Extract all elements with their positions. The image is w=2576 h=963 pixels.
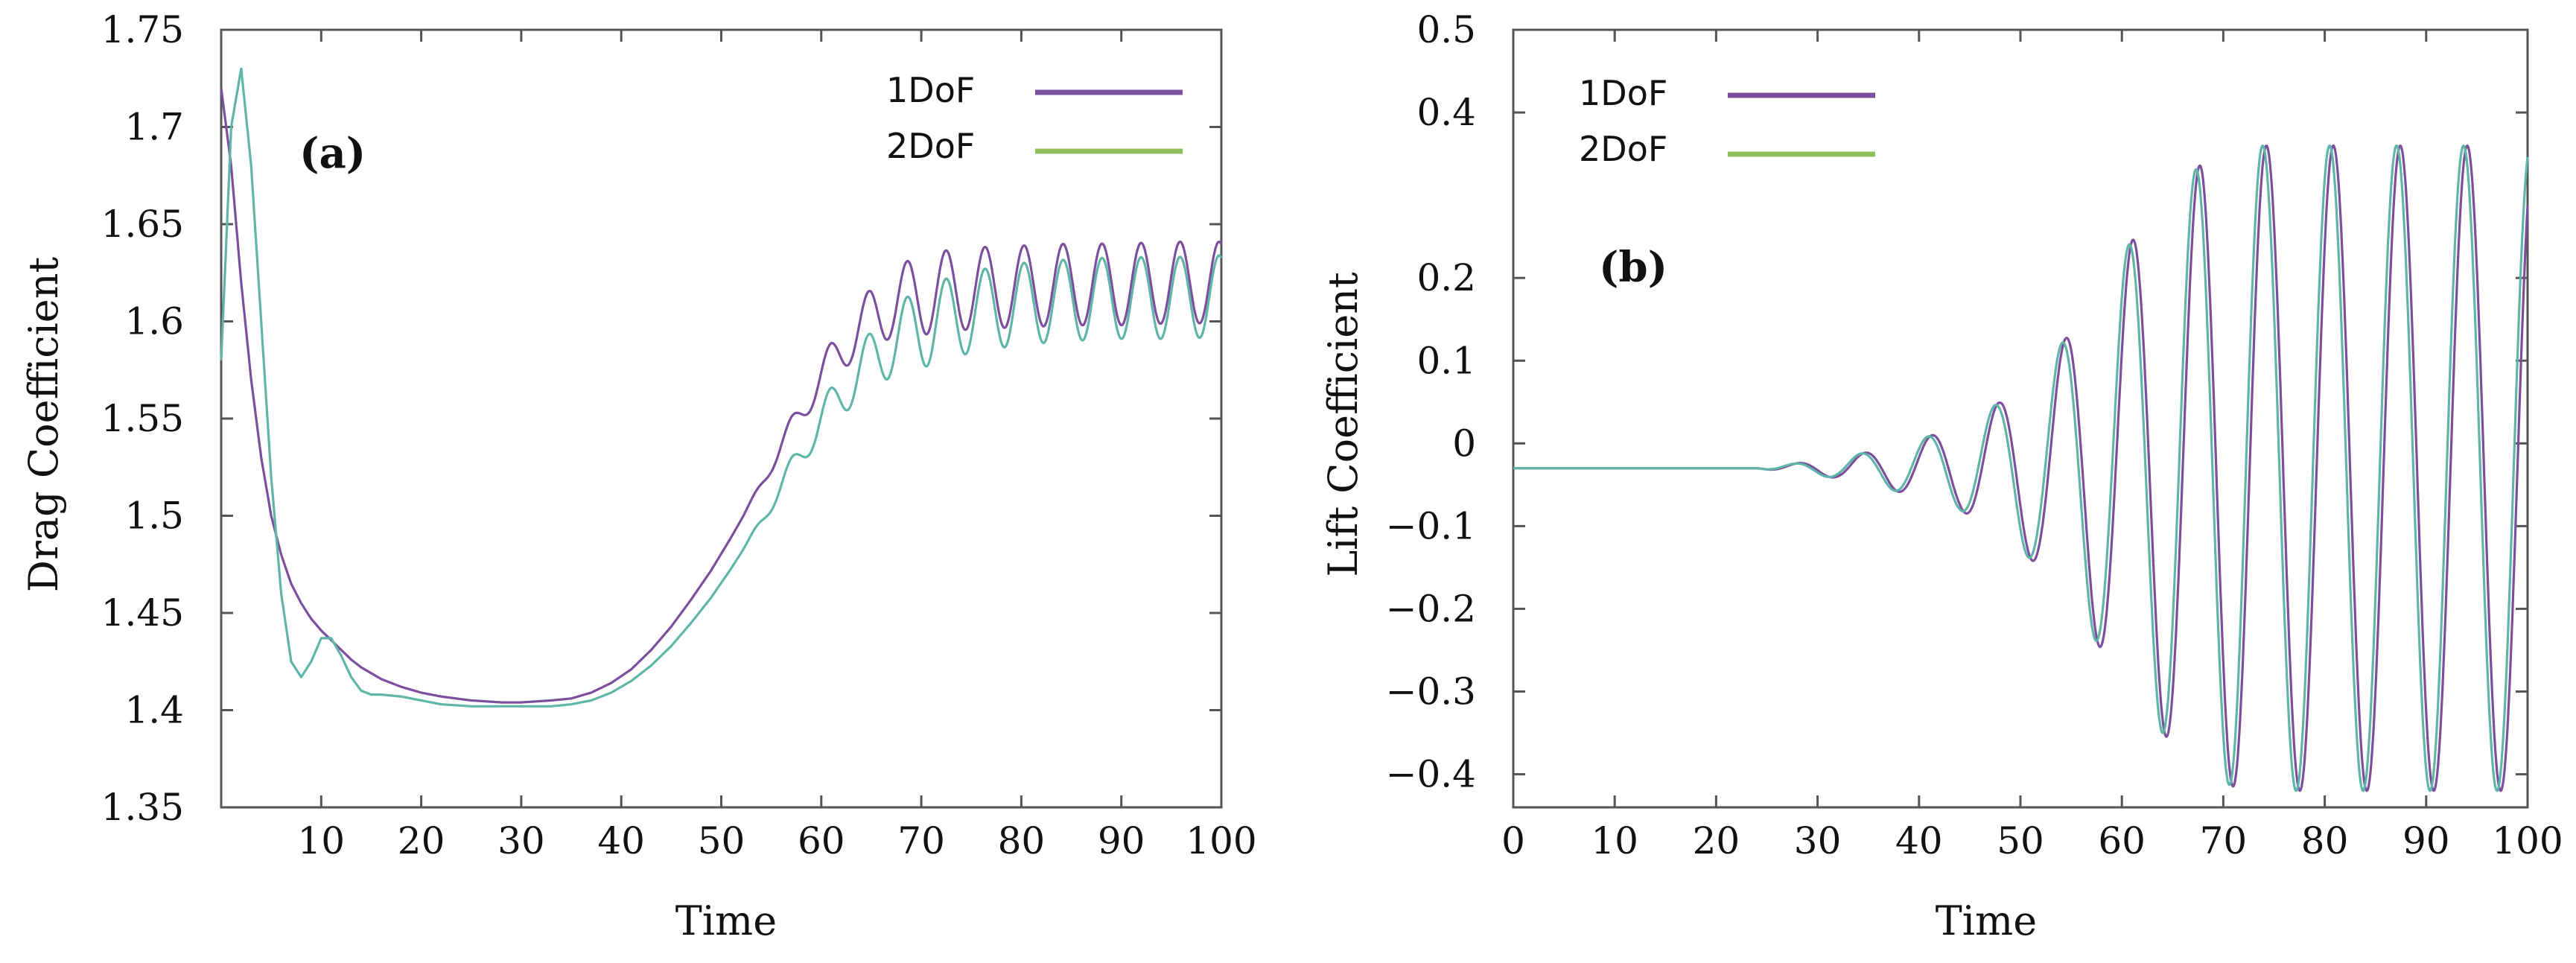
y-tick-label: 0.4 (1416, 91, 1476, 134)
y-tick-label: 1.55 (101, 397, 184, 440)
legend-label-1dof: 1DoF (886, 70, 975, 110)
x-tick-label: 70 (897, 819, 945, 862)
x-tick-label: 50 (698, 819, 745, 862)
x-tick-label: 30 (497, 819, 545, 862)
panel-label-b: (b) (1599, 243, 1667, 292)
legend-a: 1DoF 2DoF (886, 70, 1183, 166)
y-tick-label: 0 (1452, 422, 1476, 465)
x-axis-label-b: Time (1936, 897, 2037, 944)
x-tick-label: 90 (1098, 819, 1145, 862)
x-tick-label: 30 (1794, 819, 1842, 862)
y-tick-label: 1.4 (124, 689, 184, 732)
y-tick-label: −0.1 (1386, 504, 1476, 547)
chart-panel-a: 10 20 30 40 50 60 70 80 90 100 1.35 1.4 1.45 1.5 1.55 1… (20, 8, 1257, 944)
tick-group-b: 0 10 20 30 40 50 60 70 80 90 100 −0.4 −0.3 −0.2 −0.1 0 0… (1386, 8, 2563, 862)
y-axis-label-a: Drag Coefficient (20, 256, 67, 592)
y-tick-label: −0.2 (1386, 587, 1476, 630)
x-tick-label: 90 (2402, 819, 2450, 862)
y-tick-label: 1.35 (101, 786, 184, 829)
y-tick-label: 1.45 (101, 591, 184, 635)
y-tick-label: 0.5 (1416, 8, 1476, 51)
y-axis-label-b: Lift Coefficient (1320, 272, 1367, 577)
y-tick-label: 1.5 (124, 495, 184, 538)
x-tick-label: 40 (597, 819, 645, 862)
series-line-2dof (220, 67, 1223, 708)
x-tick-label: 60 (2098, 819, 2146, 862)
series-group-b (1513, 144, 2529, 792)
tick-group-a: 10 20 30 40 50 60 70 80 90 100 1.35 1.4 1.45 1.5 1.55 1… (101, 8, 1257, 862)
x-tick-label: 100 (1186, 819, 1256, 862)
y-tick-label: 1.75 (101, 8, 184, 51)
legend-label-2dof: 2DoF (886, 126, 975, 166)
x-tick-label: 80 (998, 819, 1046, 862)
y-tick-label: −0.3 (1386, 670, 1476, 713)
y-tick-label: 1.7 (124, 106, 184, 149)
x-axis-label-a: Time (675, 897, 777, 944)
legend-label-1dof: 1DoF (1579, 73, 1667, 113)
legend-label-2dof: 2DoF (1579, 129, 1667, 169)
x-tick-label: 10 (297, 819, 345, 862)
chart-panel-b: 0 10 20 30 40 50 60 70 80 90 100 −0.4 −0.3 −0.2 −0.1 0 0… (1320, 8, 2563, 944)
x-tick-label: 20 (1693, 819, 1740, 862)
plot-frame-a (220, 28, 1223, 809)
y-tick-label: 1.65 (101, 203, 184, 246)
x-tick-label: 70 (2200, 819, 2248, 862)
x-tick-label: 10 (1591, 819, 1638, 862)
series-line-2dof (1513, 144, 2529, 792)
series-group-a (220, 67, 1223, 708)
series-line-1dof (220, 88, 1223, 704)
x-tick-label: 80 (2301, 819, 2349, 862)
y-tick-label: −0.4 (1386, 753, 1476, 796)
legend-b: 1DoF 2DoF (1579, 73, 1875, 169)
x-tick-label: 60 (798, 819, 845, 862)
x-tick-label: 20 (398, 819, 445, 862)
y-tick-label: 1.6 (124, 300, 184, 343)
x-tick-label: 50 (1997, 819, 2044, 862)
y-tick-label: 0.2 (1416, 256, 1476, 299)
x-tick-label: 100 (2492, 819, 2563, 862)
panel-label-a: (a) (299, 129, 366, 178)
x-tick-label: 40 (1895, 819, 1943, 862)
y-tick-label: 0.1 (1416, 339, 1476, 382)
x-tick-label: 0 (1501, 819, 1525, 862)
